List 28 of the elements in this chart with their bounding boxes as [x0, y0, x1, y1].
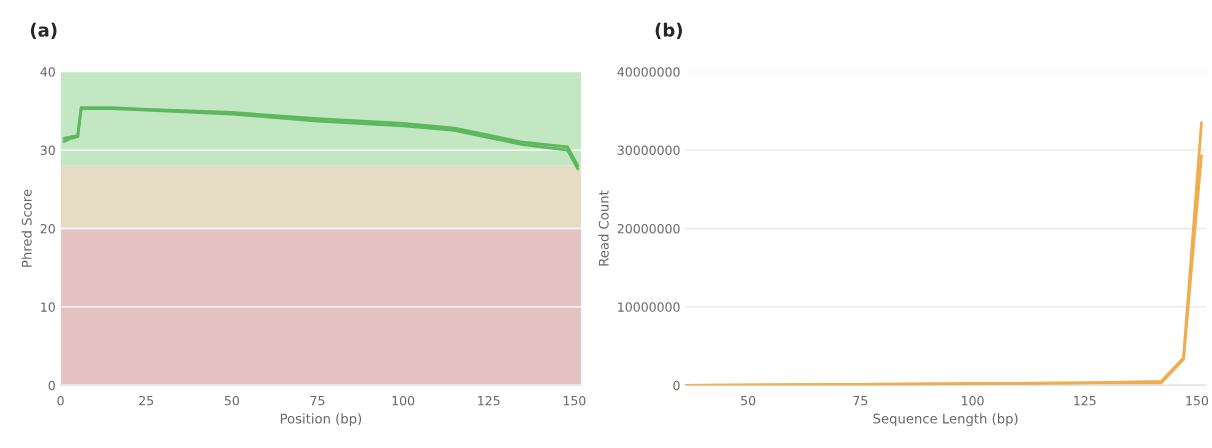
y-tick-label: 30 [40, 145, 55, 156]
x-tick-label: 125 [478, 395, 500, 406]
x-axis-title: Position (bp) [280, 413, 362, 427]
x-tick-label: 0 [57, 395, 64, 406]
y-tick-label: 10 [41, 302, 55, 312]
x-tick-label: 150 [1186, 395, 1209, 406]
y-tick-label: 10000000 [618, 302, 680, 312]
y-tick-label: 0 [673, 380, 680, 391]
y-axis-title: Read Count [598, 190, 609, 266]
y-tick-label: 40000000 [617, 67, 680, 77]
chart-title: (b) [655, 22, 682, 39]
x-tick-label: 50 [224, 395, 239, 406]
y-tick-label: 0 [48, 380, 55, 391]
x-tick-label: 75 [853, 396, 868, 406]
y-tick-label: 30000000 [617, 145, 680, 156]
x-tick-label: 50 [741, 395, 756, 406]
chart-title: (a) [30, 22, 57, 39]
x-tick-label: 100 [392, 395, 415, 406]
y-tick-label: 20 [40, 223, 55, 234]
y-axis-title: Phred Score [21, 189, 32, 267]
y-tick-label: 20000000 [617, 223, 680, 234]
x-tick-label: 150 [563, 395, 586, 406]
x-tick-label: 75 [310, 396, 325, 406]
x-tick-label: 100 [962, 395, 984, 406]
y-tick-label: 40 [40, 67, 55, 77]
x-axis-title: Sequence Length (bp) [873, 413, 1018, 427]
x-tick-label: 125 [1074, 395, 1096, 406]
x-tick-label: 25 [139, 395, 154, 406]
